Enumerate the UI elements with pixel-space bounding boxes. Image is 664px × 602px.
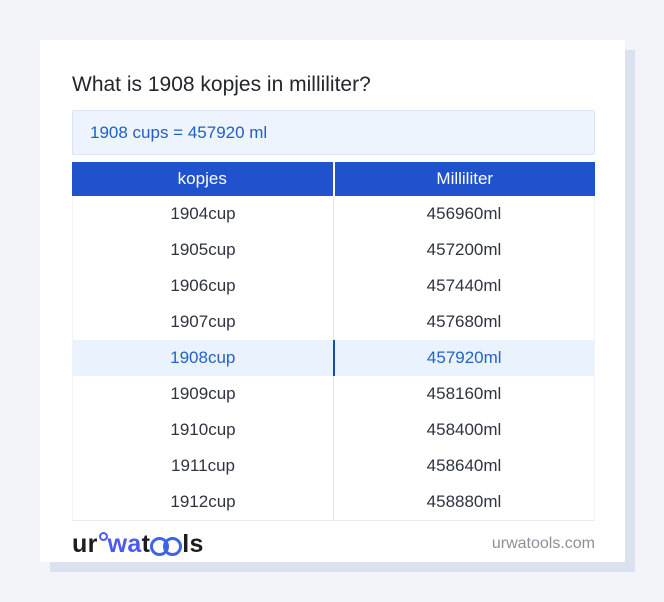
cup-value: 1906cup bbox=[73, 268, 334, 304]
table-row-highlighted: 1908cup 457920ml bbox=[72, 340, 595, 376]
cup-value: 1905cup bbox=[73, 232, 334, 268]
table-row: 1907cup 457680ml bbox=[72, 304, 595, 340]
answer-box: 1908 cups = 457920 ml bbox=[72, 110, 595, 155]
answer-text: 1908 cups = 457920 ml bbox=[90, 122, 268, 142]
table-row: 1909cup 458160ml bbox=[72, 376, 595, 412]
ml-value: 457440ml bbox=[426, 276, 502, 295]
table-row: 1912cup 458880ml bbox=[72, 484, 595, 520]
logo-text-ur: ur bbox=[72, 530, 98, 558]
table-row: 1905cup 457200ml bbox=[72, 232, 595, 268]
ml-value: 456960ml bbox=[426, 204, 502, 223]
ml-value: 458640ml bbox=[426, 456, 502, 475]
cup-value: 1909cup bbox=[73, 376, 334, 412]
column-header-kopjes: kopjes bbox=[72, 162, 335, 196]
logo-text-wa: wa bbox=[107, 530, 142, 558]
cup-value: 1908cup bbox=[73, 340, 335, 376]
logo-text-t: t bbox=[141, 530, 151, 558]
cup-value: 1912cup bbox=[73, 484, 334, 520]
table-row: 1911cup 458640ml bbox=[72, 448, 595, 484]
ml-value: 457680ml bbox=[426, 312, 502, 331]
cup-value: 1907cup bbox=[73, 304, 334, 340]
conversion-table: kopjes Milliliter 1904cup 456960ml 1905c… bbox=[72, 162, 595, 521]
site-url: urwatools.com bbox=[491, 535, 595, 552]
logo-text-ls: ls bbox=[182, 530, 204, 558]
cup-value: 1904cup bbox=[73, 196, 334, 232]
ml-value: 458400ml bbox=[426, 420, 502, 439]
table-body: 1904cup 456960ml 1905cup 457200ml 1906cu… bbox=[72, 196, 595, 521]
table-row: 1910cup 458400ml bbox=[72, 412, 595, 448]
column-header-milliliter: Milliliter bbox=[436, 169, 494, 188]
cup-value: 1910cup bbox=[73, 412, 334, 448]
ml-value: 458160ml bbox=[426, 384, 502, 403]
ml-value: 457920ml bbox=[426, 348, 502, 367]
table-row: 1904cup 456960ml bbox=[72, 196, 595, 232]
page-title: What is 1908 kopjes in milliliter? bbox=[72, 73, 371, 96]
cup-value: 1911cup bbox=[73, 448, 334, 484]
table-row: 1906cup 457440ml bbox=[72, 268, 595, 304]
table-header-row: kopjes Milliliter bbox=[72, 162, 595, 196]
ml-value: 457200ml bbox=[426, 240, 502, 259]
ml-value: 458880ml bbox=[426, 492, 502, 511]
ring-icon bbox=[163, 536, 183, 556]
card-footer: ur wa t ls urwatools.com bbox=[72, 530, 595, 558]
content-card: What is 1908 kopjes in milliliter? 1908 … bbox=[40, 40, 625, 562]
urwatools-logo: ur wa t ls bbox=[72, 530, 204, 558]
degree-mark-icon bbox=[98, 531, 108, 541]
